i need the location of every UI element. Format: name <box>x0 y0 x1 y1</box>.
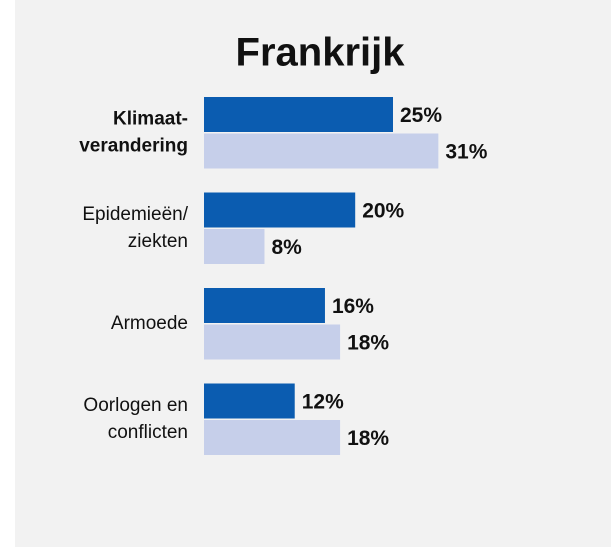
value-label: 18% <box>347 332 389 355</box>
bar <box>204 383 295 419</box>
category-label: Klimaat-verandering <box>79 108 188 156</box>
bar <box>204 97 393 132</box>
value-label: 12% <box>302 391 344 414</box>
value-label: 16% <box>332 295 374 318</box>
category-label: Oorlogen en conflicten <box>83 395 188 443</box>
value-label: 20% <box>362 200 404 223</box>
category-line: Armoede <box>111 313 188 334</box>
category-line: ziekten <box>128 231 188 252</box>
value-label: 31% <box>445 141 487 164</box>
panel <box>15 0 611 547</box>
category-line: Oorlogen en <box>83 395 188 416</box>
value-label: 18% <box>347 427 389 450</box>
bar <box>204 192 356 228</box>
category-line: Klimaat- <box>113 108 188 129</box>
value-label: 8% <box>271 236 302 259</box>
bar <box>204 324 341 360</box>
category-line: verandering <box>79 135 188 156</box>
value-label: 25% <box>400 104 442 127</box>
bar <box>204 288 325 323</box>
category-line: Epidemieën/ <box>82 204 188 225</box>
category-label: Epidemieën/ziekten <box>82 204 188 252</box>
bar <box>204 229 265 264</box>
bar <box>204 133 439 169</box>
category-line: conflicten <box>108 422 188 443</box>
bar <box>204 420 341 455</box>
chart-title: Frankrijk <box>236 31 406 75</box>
category-label: Armoede <box>111 313 188 334</box>
